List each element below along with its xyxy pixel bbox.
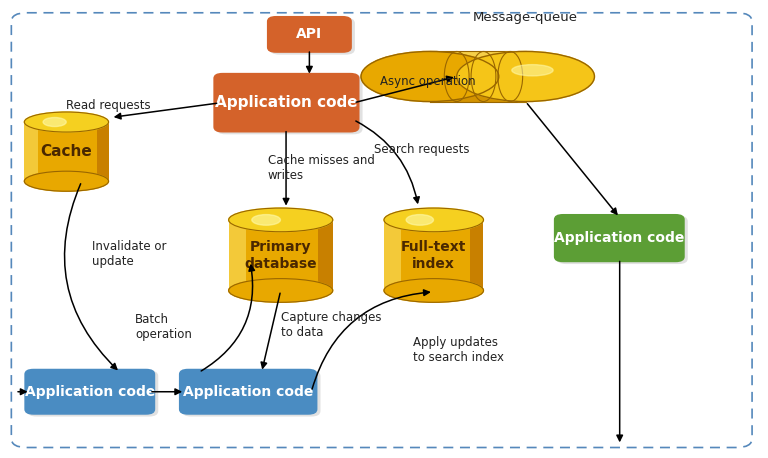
- Ellipse shape: [406, 214, 433, 225]
- Text: Search requests: Search requests: [374, 143, 469, 156]
- Polygon shape: [469, 220, 484, 290]
- Text: Message-queue: Message-queue: [473, 11, 578, 24]
- Polygon shape: [430, 51, 525, 102]
- Text: Application code: Application code: [215, 95, 358, 110]
- Polygon shape: [97, 122, 108, 181]
- Text: Application code: Application code: [183, 385, 313, 399]
- Text: Batch
operation: Batch operation: [135, 313, 192, 341]
- Ellipse shape: [252, 214, 280, 225]
- FancyBboxPatch shape: [182, 371, 320, 417]
- Text: Apply updates
to search index: Apply updates to search index: [413, 336, 504, 364]
- Ellipse shape: [229, 208, 333, 232]
- Ellipse shape: [384, 208, 484, 232]
- Polygon shape: [229, 220, 333, 290]
- Text: Async operation: Async operation: [380, 75, 476, 87]
- Polygon shape: [384, 220, 484, 290]
- Text: Cache: Cache: [41, 144, 92, 159]
- Ellipse shape: [511, 65, 553, 76]
- Polygon shape: [384, 220, 401, 290]
- FancyBboxPatch shape: [270, 18, 355, 55]
- Ellipse shape: [25, 171, 108, 191]
- Ellipse shape: [229, 278, 333, 302]
- Text: Cache misses and
writes: Cache misses and writes: [268, 153, 375, 181]
- FancyBboxPatch shape: [179, 369, 317, 415]
- Polygon shape: [430, 51, 525, 63]
- Text: Read requests: Read requests: [66, 98, 151, 112]
- Text: Full-text
index: Full-text index: [401, 240, 466, 271]
- Ellipse shape: [43, 118, 66, 126]
- FancyBboxPatch shape: [554, 214, 685, 262]
- Polygon shape: [430, 90, 525, 102]
- Ellipse shape: [25, 112, 108, 132]
- Text: Invalidate or
update: Invalidate or update: [91, 240, 166, 268]
- Polygon shape: [25, 122, 38, 181]
- FancyBboxPatch shape: [25, 369, 155, 415]
- Text: Application code: Application code: [25, 385, 155, 399]
- Ellipse shape: [361, 51, 498, 102]
- Polygon shape: [25, 122, 108, 181]
- Ellipse shape: [457, 51, 594, 102]
- Text: Application code: Application code: [554, 231, 684, 245]
- FancyBboxPatch shape: [214, 73, 359, 132]
- Text: Primary
database: Primary database: [244, 240, 317, 271]
- FancyBboxPatch shape: [28, 371, 158, 417]
- Polygon shape: [318, 220, 333, 290]
- FancyBboxPatch shape: [557, 216, 688, 264]
- FancyBboxPatch shape: [267, 16, 352, 53]
- Ellipse shape: [384, 278, 484, 302]
- Polygon shape: [229, 220, 246, 290]
- Text: API: API: [296, 27, 323, 41]
- FancyBboxPatch shape: [217, 75, 362, 134]
- Text: Capture changes
to data: Capture changes to data: [280, 311, 381, 338]
